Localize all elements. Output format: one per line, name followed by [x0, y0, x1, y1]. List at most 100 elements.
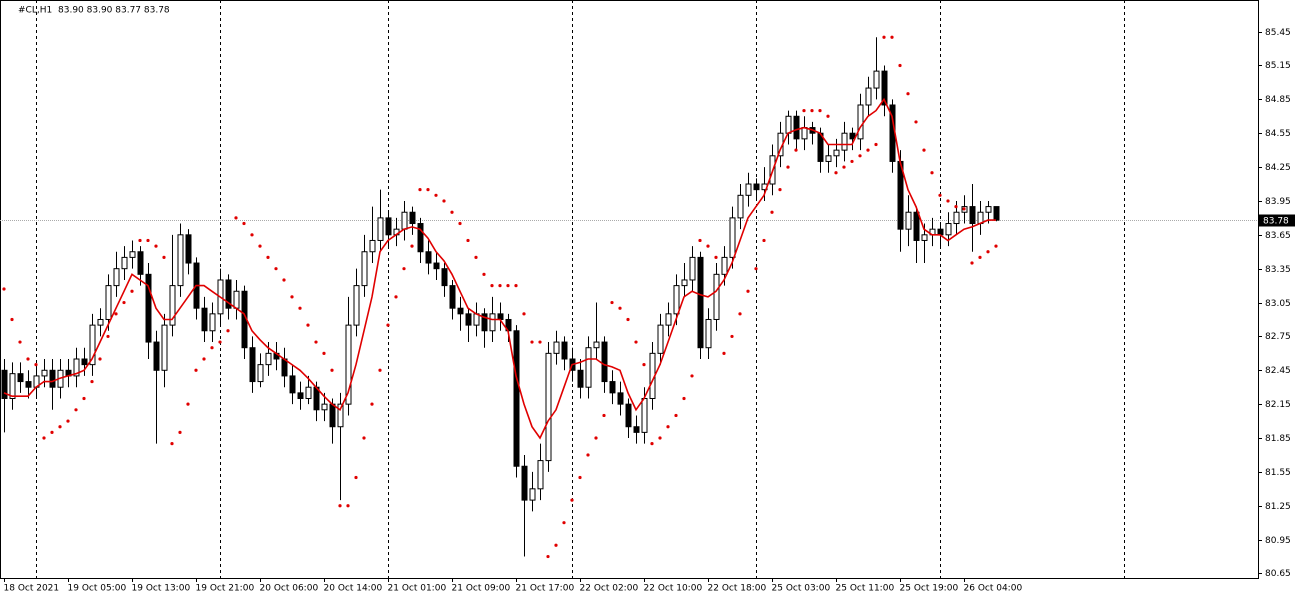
sar-dot	[314, 340, 318, 344]
sar-dot	[346, 504, 350, 508]
candle-body	[633, 426, 640, 433]
sar-dot	[458, 221, 462, 226]
candle-body	[497, 313, 504, 320]
candle-body	[953, 211, 960, 225]
candle-body	[801, 127, 808, 140]
candle-body	[617, 392, 624, 405]
sar-dot	[906, 92, 910, 96]
y-tick-label: 84.85	[1265, 95, 1291, 105]
sar-dot	[330, 368, 334, 372]
sar-dot	[522, 312, 526, 316]
sar-dot	[578, 475, 582, 480]
y-tick-label: 81.85	[1265, 434, 1291, 444]
moving-average	[3, 97, 996, 440]
candle-body	[177, 234, 184, 287]
x-tick-label: 21 Oct 17:00	[516, 584, 575, 594]
candle-body	[49, 369, 56, 388]
y-tick-label: 82.75	[1265, 332, 1291, 342]
sar-dot	[186, 402, 190, 406]
sar-dot	[594, 436, 598, 440]
x-tick-label: 19 Oct 13:00	[132, 584, 191, 594]
candle-body	[697, 256, 704, 349]
candle-body	[321, 403, 328, 411]
candle-body	[593, 341, 600, 349]
sar-dot	[210, 346, 214, 350]
sar-dot	[666, 425, 670, 429]
candle-body	[937, 228, 944, 236]
sar-dot	[386, 323, 390, 327]
candle-body	[265, 352, 272, 366]
sar-dot	[898, 63, 902, 68]
sar-dot	[642, 363, 646, 367]
sar-dot	[114, 312, 118, 316]
sar-dot	[986, 250, 990, 254]
sar-dot	[98, 357, 102, 361]
candle-body	[553, 341, 560, 354]
candle-body	[457, 307, 464, 315]
y-tick-label: 81.55	[1265, 468, 1291, 478]
candle-body	[793, 115, 800, 140]
sar-dot	[794, 148, 798, 152]
candle-body	[737, 194, 744, 219]
sar-dot	[362, 436, 366, 440]
candle-body	[105, 285, 112, 320]
y-tick-label: 80.95	[1265, 536, 1291, 546]
candle-body	[425, 251, 432, 264]
sar-dot	[722, 351, 726, 355]
candle-body	[297, 392, 304, 400]
candle-body	[945, 223, 952, 236]
sar-dot	[122, 300, 126, 305]
sar-dot	[770, 210, 774, 214]
sar-dot	[546, 554, 550, 559]
x-tick-label: 19 Oct 05:00	[68, 584, 127, 594]
candle-body	[905, 211, 912, 230]
sar-dot	[610, 300, 614, 305]
sar-dot	[506, 284, 510, 288]
candle-body	[833, 149, 840, 157]
candle-body	[121, 256, 128, 270]
candle-body	[385, 217, 392, 236]
sar-dot	[626, 317, 630, 322]
sar-dot	[738, 312, 742, 316]
y-tick-label: 84.25	[1265, 163, 1291, 173]
y-tick-label: 80.65	[1265, 569, 1291, 579]
candle-body	[577, 369, 584, 388]
candle-body	[361, 251, 368, 287]
x-tick-label: 22 Oct 10:00	[644, 584, 703, 594]
sar-dot	[394, 295, 398, 299]
y-tick-label: 83.65	[1265, 231, 1291, 241]
sar-dot	[162, 255, 166, 259]
candle-body	[41, 369, 48, 377]
candle-body	[529, 488, 536, 501]
candle-body	[257, 364, 264, 383]
candle-body	[417, 223, 424, 253]
sar-dot	[426, 188, 430, 192]
sar-dot	[498, 284, 502, 288]
candle-body	[713, 273, 720, 320]
candle-body	[969, 206, 976, 225]
candle-body	[337, 403, 344, 428]
x-tick-label: 20 Oct 14:00	[324, 584, 383, 594]
sar-dot	[682, 396, 686, 401]
sar-dot	[474, 255, 478, 259]
candle-body	[865, 87, 872, 106]
candle-body	[449, 285, 456, 309]
sar-dot	[370, 402, 374, 406]
candle-body	[377, 217, 384, 241]
sar-dot	[418, 188, 422, 192]
candle-body	[73, 358, 80, 377]
sar-dot	[514, 284, 518, 288]
sar-dot	[58, 425, 62, 429]
candle-body	[89, 324, 96, 366]
candle-body	[17, 373, 24, 383]
y-tick-label: 82.15	[1265, 400, 1291, 410]
sar-dot	[818, 109, 822, 113]
x-tick-label: 19 Oct 21:00	[196, 584, 255, 594]
x-tick-label: 22 Oct 18:00	[708, 584, 767, 594]
sar-dot	[130, 289, 134, 293]
sar-dot	[234, 216, 238, 220]
candle-body	[433, 262, 440, 270]
sar-dot	[26, 357, 30, 361]
sar-dot	[762, 238, 766, 243]
